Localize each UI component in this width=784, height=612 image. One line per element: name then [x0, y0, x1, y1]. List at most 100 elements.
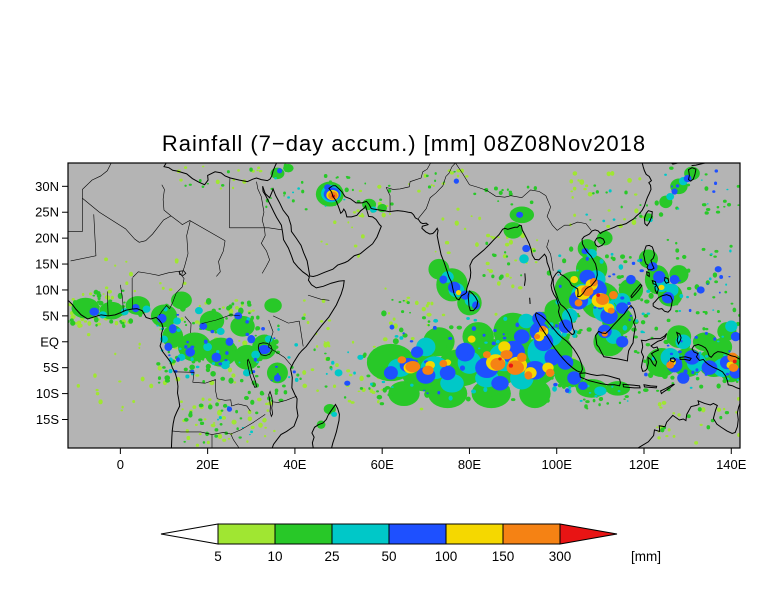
rain-cell — [394, 335, 399, 338]
rain-cell — [243, 317, 246, 320]
rain-cell — [725, 372, 730, 376]
rain-cell — [168, 288, 173, 292]
rain-cell — [716, 310, 720, 314]
rain-cell — [188, 183, 192, 186]
rain-cell — [694, 335, 698, 339]
rain-cell — [508, 239, 514, 245]
rain-cell — [257, 397, 262, 402]
rain-cell — [156, 324, 159, 327]
rain-cell — [683, 369, 688, 374]
rain-cell — [695, 372, 699, 376]
rain-cell — [348, 373, 353, 377]
rain-cell — [518, 313, 535, 329]
rain-cell — [391, 386, 394, 389]
rain-cell — [515, 322, 520, 328]
rain-cell — [587, 308, 593, 313]
country-border — [268, 320, 273, 347]
rain-cell — [456, 207, 460, 211]
rain-cell — [493, 350, 498, 354]
rain-cell — [545, 368, 555, 378]
rain-cell — [465, 175, 469, 178]
rain-cell — [669, 166, 674, 170]
rain-cell — [162, 366, 166, 369]
rain-cell — [236, 427, 239, 431]
rain-cell — [599, 272, 604, 277]
rain-cell — [730, 302, 734, 305]
rain-cell — [595, 190, 599, 194]
rain-cell — [95, 391, 100, 396]
rain-cell — [695, 376, 700, 381]
rain-cell — [299, 377, 302, 381]
rain-cell — [706, 283, 709, 285]
country-border — [159, 271, 184, 315]
rain-cell — [372, 351, 375, 355]
rain-cell — [360, 234, 365, 239]
rain-cell — [582, 398, 586, 401]
rain-cell — [510, 398, 516, 402]
rain-cell — [103, 306, 107, 310]
rain-cell — [502, 336, 507, 340]
rain-cell — [149, 383, 154, 389]
rain-cell — [201, 397, 205, 401]
rain-cell — [164, 369, 168, 373]
rain-cell — [409, 340, 414, 343]
rain-cell — [275, 350, 281, 355]
rain-cell — [391, 298, 394, 301]
rain-cell — [430, 301, 434, 306]
lon-tick-label: 20E — [196, 457, 219, 472]
rain-cell — [473, 318, 478, 322]
rain-cell — [129, 305, 133, 308]
coastline — [677, 332, 681, 343]
rain-cell — [214, 434, 219, 438]
rain-cell — [466, 317, 470, 321]
rain-cell — [189, 411, 193, 415]
rain-cell — [248, 433, 251, 436]
rain-cell — [353, 371, 356, 375]
rain-cell — [235, 409, 239, 414]
rain-cell — [506, 360, 524, 375]
colorbar-label: 100 — [435, 549, 458, 564]
rain-cell — [697, 407, 702, 412]
rain-cell — [596, 230, 613, 246]
lon-tick-label: 0 — [117, 457, 124, 472]
rain-cell — [277, 168, 283, 174]
rain-cell — [327, 319, 332, 322]
rain-cell — [686, 268, 691, 273]
rain-cell — [712, 190, 716, 193]
rain-cell — [156, 362, 161, 366]
rain-cell — [71, 298, 75, 301]
coastline — [641, 333, 666, 371]
rain-cell — [291, 199, 295, 203]
rain-cell — [259, 390, 264, 396]
rain-cell — [277, 324, 280, 328]
rain-cell — [247, 335, 256, 344]
rain-cell — [182, 281, 187, 285]
rain-cell — [671, 185, 673, 188]
rain-cell — [306, 320, 310, 325]
rain-cell — [214, 428, 219, 432]
rain-cell — [610, 299, 615, 304]
rain-cell — [569, 179, 574, 184]
rain-cell — [121, 289, 125, 292]
rain-cell — [344, 380, 351, 386]
rain-cell — [180, 302, 185, 306]
rain-cell — [463, 227, 467, 230]
rain-cell — [164, 375, 171, 381]
rain-cell — [450, 171, 454, 175]
rain-cell — [608, 275, 611, 278]
rain-cell — [600, 263, 604, 267]
rain-cell — [325, 372, 328, 375]
coastline — [644, 385, 657, 388]
rain-cell — [570, 190, 574, 193]
rain-cell — [335, 363, 339, 368]
rain-cell — [612, 218, 616, 221]
rain-cell — [712, 309, 715, 311]
rain-cell — [622, 325, 628, 331]
rain-cell — [612, 273, 616, 276]
rain-cell — [208, 316, 212, 319]
rain-cell — [410, 383, 414, 387]
lat-tick-label: 10S — [36, 386, 59, 401]
rain-cell — [303, 313, 306, 317]
rain-cell — [439, 275, 448, 284]
rain-cell — [704, 344, 708, 347]
